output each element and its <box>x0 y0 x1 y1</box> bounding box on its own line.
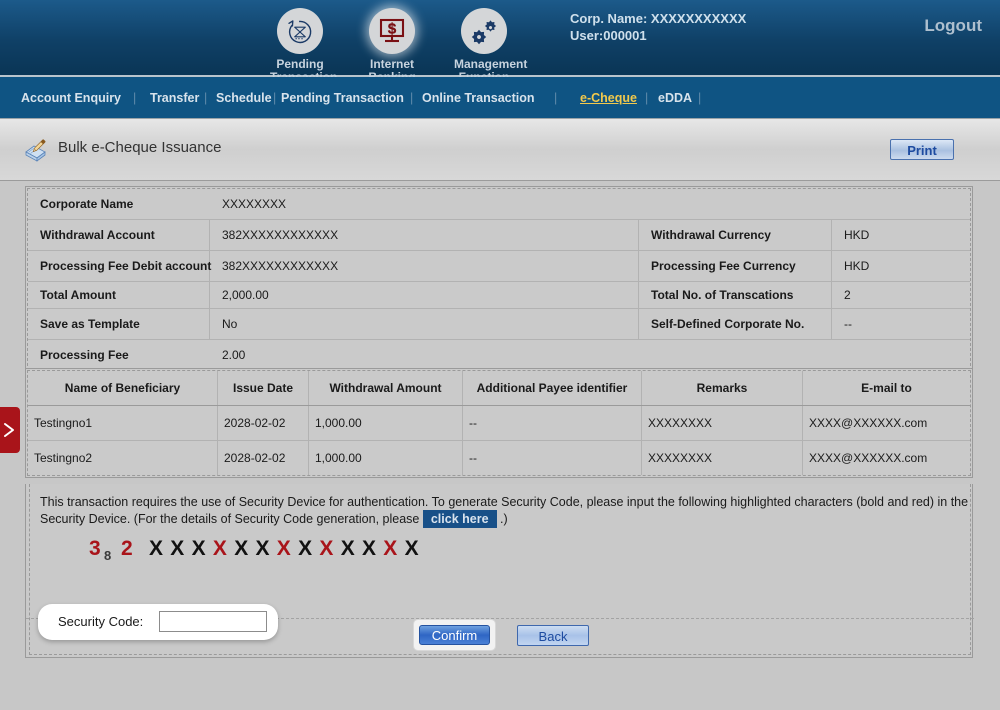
svg-text:$: $ <box>388 21 397 38</box>
